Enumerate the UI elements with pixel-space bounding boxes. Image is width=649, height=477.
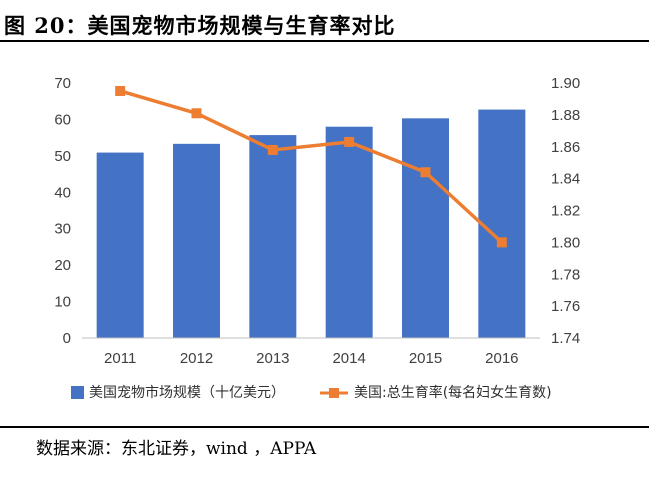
left-axis-tick-label: 70	[54, 75, 71, 92]
figure-title: 图 20：美国宠物市场规模与生育率对比	[4, 13, 396, 38]
bar	[478, 109, 526, 338]
x-axis-tick-label: 2011	[104, 350, 136, 367]
x-axis-tick-label: 2013	[256, 350, 289, 367]
x-axis-tick-label: 2016	[485, 350, 518, 367]
line-marker	[344, 136, 355, 147]
left-axis-tick-label: 20	[54, 257, 71, 274]
bar	[402, 118, 449, 338]
series-line	[119, 89, 504, 244]
right-axis-tick-label: 1.88	[551, 107, 580, 124]
right-axis-tick-label: 1.78	[551, 266, 580, 283]
right-axis-tick-label: 1.86	[551, 139, 580, 156]
left-axis-tick-label: 0	[63, 330, 71, 347]
left-axis-tick-label: 10	[54, 294, 71, 311]
line-marker	[115, 85, 126, 96]
bar	[325, 126, 373, 338]
left-axis-tick-label: 30	[54, 221, 71, 238]
line-marker	[420, 167, 431, 178]
line-marker	[496, 237, 507, 248]
legend-line-marker	[329, 388, 339, 398]
right-axis-tick-label: 1.84	[551, 171, 580, 188]
right-axis-tick-label: 1.74	[551, 330, 580, 347]
bar	[173, 143, 220, 338]
legend: 美国宠物市场规模（十亿美元） 美国:总生育率(每名妇女生育数)	[71, 384, 552, 401]
right-axis-tick-label: 1.80	[551, 234, 580, 251]
source-rule	[0, 426, 649, 428]
x-axis-tick-label: 2012	[180, 350, 213, 367]
x-axis-tick-label: 2015	[409, 350, 442, 367]
line-marker	[191, 108, 202, 119]
line-marker	[267, 144, 278, 155]
right-axis-tick-label: 1.76	[551, 298, 580, 315]
legend-line-label: 美国:总生育率(每名妇女生育数)	[354, 384, 552, 401]
x-axis-tick-label: 2014	[332, 350, 365, 367]
line-series	[115, 85, 507, 248]
source-note: 数据来源：东北证券，wind ，APPA	[36, 439, 317, 459]
left-axis-tick-label: 60	[54, 111, 71, 128]
left-axis: 0 10 20 30 40 50 60 70	[54, 75, 71, 347]
legend-bar-swatch	[71, 386, 84, 399]
right-axis-tick-label: 1.90	[551, 75, 580, 92]
bar	[249, 135, 297, 338]
right-axis-tick-label: 1.82	[551, 203, 580, 220]
left-axis-tick-label: 40	[54, 184, 71, 201]
left-axis-tick-label: 50	[54, 148, 71, 165]
bar-series	[96, 109, 526, 338]
x-axis: 2011 2012 2013 2014 2015 2016	[104, 350, 518, 367]
bar	[96, 152, 144, 338]
legend-bar-label: 美国宠物市场规模（十亿美元）	[89, 384, 285, 401]
title-rule	[0, 40, 649, 42]
right-axis: 1.74 1.76 1.78 1.80 1.82 1.84 1.86 1.88 1.90	[551, 75, 580, 347]
